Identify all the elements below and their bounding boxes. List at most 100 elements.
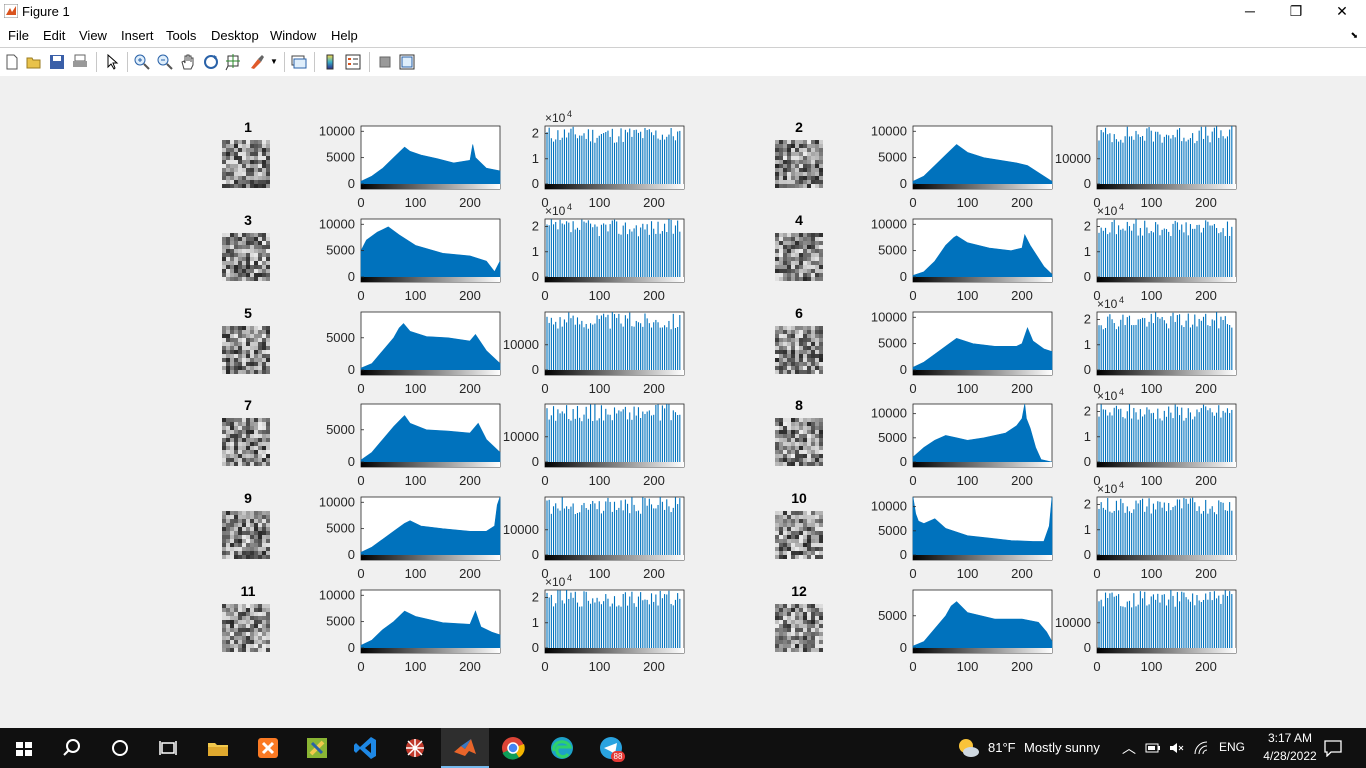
intensity-colorbar	[545, 462, 684, 467]
histogram-xtick-label: 0	[357, 566, 364, 581]
menu-view[interactable]: View	[79, 28, 107, 43]
grayscale-image-thumbnail	[222, 604, 270, 652]
show-plot-tools-icon[interactable]	[398, 53, 416, 71]
legend-icon[interactable]	[344, 53, 362, 71]
subplot-title: 4	[795, 212, 803, 228]
grayscale-image-thumbnail	[775, 418, 823, 466]
equalized-ytick-label: 2	[532, 219, 539, 234]
edit-plot-arrow-icon[interactable]	[103, 53, 121, 71]
histogram-xtick-label: 0	[357, 195, 364, 210]
subplot-row-12: 12 0 5000 0 100 200 0 10000 0 100 200	[775, 583, 1237, 674]
equalized-xtick-label: 200	[1195, 659, 1217, 674]
matlab-taskbar-active[interactable]	[441, 728, 489, 768]
axis-exponent-power: 4	[567, 573, 572, 583]
restore-button[interactable]: ❐	[1289, 3, 1303, 19]
wifi-icon[interactable]	[1193, 740, 1209, 756]
equalized-ytick-label: 2	[1084, 219, 1091, 234]
menu-edit[interactable]: Edit	[43, 28, 66, 43]
menu-insert[interactable]: Insert	[121, 28, 154, 43]
window-title-bar[interactable]: Figure 1 ─ ❐ ✕	[0, 0, 1366, 24]
histogram-ytick-label: 0	[348, 547, 355, 562]
open-file-icon[interactable]	[25, 53, 43, 71]
windows-start-icon[interactable]	[10, 734, 38, 762]
search-icon[interactable]	[58, 734, 86, 762]
equalized-histogram-bars	[546, 126, 681, 184]
histogram-area	[912, 233, 1053, 278]
menu-desktop[interactable]: Desktop	[211, 28, 259, 43]
axis-exponent-power: 4	[1119, 202, 1124, 212]
brush-icon[interactable]	[248, 53, 266, 71]
file-explorer-icon[interactable]	[204, 734, 232, 762]
edge-icon[interactable]	[548, 734, 576, 762]
show-hidden-icons-icon[interactable]: ︿	[1122, 740, 1136, 756]
chrome-icon[interactable]	[499, 734, 527, 762]
colorbar-icon[interactable]	[321, 53, 339, 71]
equalized-xtick-label: 200	[1195, 381, 1217, 396]
close-button[interactable]: ✕	[1336, 3, 1348, 19]
pan-hand-icon[interactable]	[179, 53, 197, 71]
grayscale-image-thumbnail	[775, 511, 823, 559]
print-icon[interactable]	[71, 53, 89, 71]
histogram-ytick-label: 5000	[878, 430, 907, 445]
equalized-xtick-label: 100	[1141, 288, 1163, 303]
battery-icon[interactable]	[1145, 740, 1161, 756]
spider-app-icon[interactable]	[401, 734, 429, 762]
save-icon[interactable]	[48, 53, 66, 71]
cortana-icon[interactable]	[106, 734, 134, 762]
histogram-xtick-label: 200	[1011, 288, 1033, 303]
weather-sun-icon[interactable]	[956, 737, 980, 759]
equalized-xtick-label: 0	[1093, 566, 1100, 581]
histogram-ytick-label: 10000	[319, 123, 355, 138]
weather-temperature[interactable]: 81°F	[988, 740, 1016, 755]
equalized-xtick-label: 200	[1195, 473, 1217, 488]
brush-dropdown-icon[interactable]: ▼	[270, 57, 278, 66]
equalized-xtick-label: 100	[1141, 381, 1163, 396]
hide-plot-tools-icon[interactable]	[376, 53, 394, 71]
data-cursor-icon[interactable]	[225, 53, 243, 71]
rotate-3d-icon[interactable]	[202, 53, 220, 71]
menu-tools[interactable]: Tools	[166, 28, 197, 43]
menu-help[interactable]: Help	[331, 28, 358, 43]
histogram-area	[912, 601, 1053, 649]
link-plot-icon[interactable]	[290, 53, 308, 71]
notifications-icon[interactable]	[1323, 739, 1343, 757]
clock-date[interactable]: 4/28/2022	[1263, 749, 1317, 763]
histogram-xtick-label: 200	[1011, 473, 1033, 488]
task-view-icon[interactable]	[154, 734, 182, 762]
histogram-area	[360, 610, 501, 649]
dock-arrow-icon[interactable]: ⬊	[1350, 30, 1358, 40]
equalized-ytick-label: 1	[1084, 429, 1091, 444]
new-figure-icon[interactable]	[3, 53, 21, 71]
equalized-xtick-label: 200	[643, 473, 665, 488]
histogram-xtick-label: 0	[909, 473, 916, 488]
subplot-title: 5	[244, 305, 252, 321]
intensity-colorbar	[545, 277, 684, 282]
clock-time[interactable]: 3:17 AM	[1267, 731, 1313, 745]
zoom-out-icon[interactable]	[156, 53, 174, 71]
histogram-ytick-label: 5000	[326, 422, 355, 437]
app-switch-icon[interactable]	[303, 734, 331, 762]
intensity-colorbar	[361, 370, 500, 375]
intensity-colorbar	[913, 277, 1052, 282]
equalized-ytick-label: 0	[532, 640, 539, 655]
vscode-icon[interactable]	[352, 734, 380, 762]
toolbar-separator	[284, 52, 285, 72]
histogram-xtick-label: 0	[909, 381, 916, 396]
zoom-in-icon[interactable]	[133, 53, 151, 71]
histogram-xtick-label: 200	[459, 288, 481, 303]
xampp-icon[interactable]	[254, 734, 282, 762]
histogram-xtick-label: 200	[459, 381, 481, 396]
equalized-histogram-bars	[546, 312, 681, 370]
menu-window[interactable]: Window	[270, 28, 317, 43]
weather-description[interactable]: Mostly sunny	[1024, 740, 1100, 755]
language-indicator[interactable]: ENG	[1219, 740, 1246, 754]
histogram-xtick-label: 0	[357, 659, 364, 674]
figure-canvas[interactable]: 1 0 5000 10000 0 100 200 0 1 2 ×10 4 0 100 200 2 0 5000 10…	[0, 76, 1366, 728]
minimize-button[interactable]: ─	[1245, 3, 1255, 19]
equalized-xtick-label: 0	[541, 659, 548, 674]
volume-muted-icon[interactable]	[1168, 740, 1184, 756]
histogram-xtick-label: 200	[1011, 381, 1033, 396]
menu-file[interactable]: File	[8, 28, 29, 43]
histogram-ytick-label: 5000	[326, 243, 355, 258]
